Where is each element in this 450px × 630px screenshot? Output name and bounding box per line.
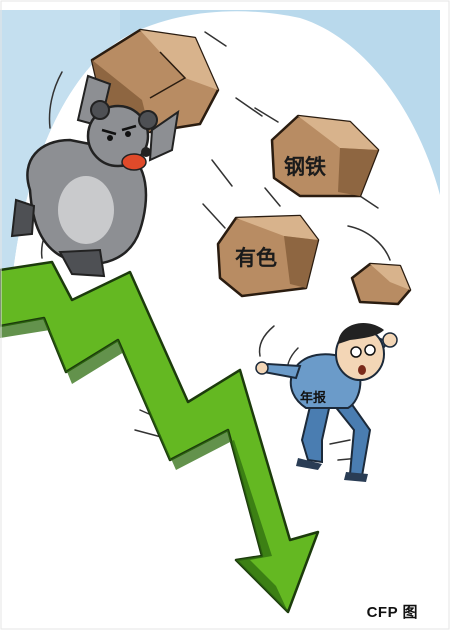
bear-mouth xyxy=(121,153,147,171)
motion-lines xyxy=(40,31,391,461)
bear-character xyxy=(10,74,180,278)
bear-angry-brows xyxy=(101,124,137,136)
bear-ear-right xyxy=(138,110,158,130)
man-character: 年报 xyxy=(255,322,398,482)
rock-steel: 钢铁 xyxy=(270,114,380,198)
rock-nonferrous: 有色 xyxy=(216,214,320,298)
bear-nose xyxy=(141,147,151,157)
bear-head xyxy=(86,104,150,168)
bear-eye xyxy=(107,135,113,141)
bear-tail-leg xyxy=(10,198,36,238)
rock-steel-label: 钢铁 xyxy=(284,155,326,179)
man-eye xyxy=(364,344,376,356)
man-hand xyxy=(382,332,398,348)
image-credit: CFP 图 xyxy=(366,604,418,621)
man-shoe-left xyxy=(296,458,322,470)
falling-stock-arrow xyxy=(0,260,320,614)
man-hair xyxy=(338,322,384,344)
man-mouth xyxy=(358,365,366,375)
man-hand xyxy=(255,361,269,375)
bear-eye xyxy=(125,131,131,137)
bear-belly xyxy=(58,176,114,244)
small-rock xyxy=(350,262,412,306)
man-eye xyxy=(350,346,362,358)
sky-dome-left xyxy=(0,10,120,300)
man-shoe-right xyxy=(344,472,368,482)
bear-leg xyxy=(58,248,106,278)
rock-nonferrous-label: 有色 xyxy=(235,246,277,270)
man-shirt-label: 年报 xyxy=(300,390,327,406)
bear-right-arm xyxy=(148,109,180,162)
man-arm-left xyxy=(262,362,302,380)
bear-ear-left xyxy=(90,100,110,120)
